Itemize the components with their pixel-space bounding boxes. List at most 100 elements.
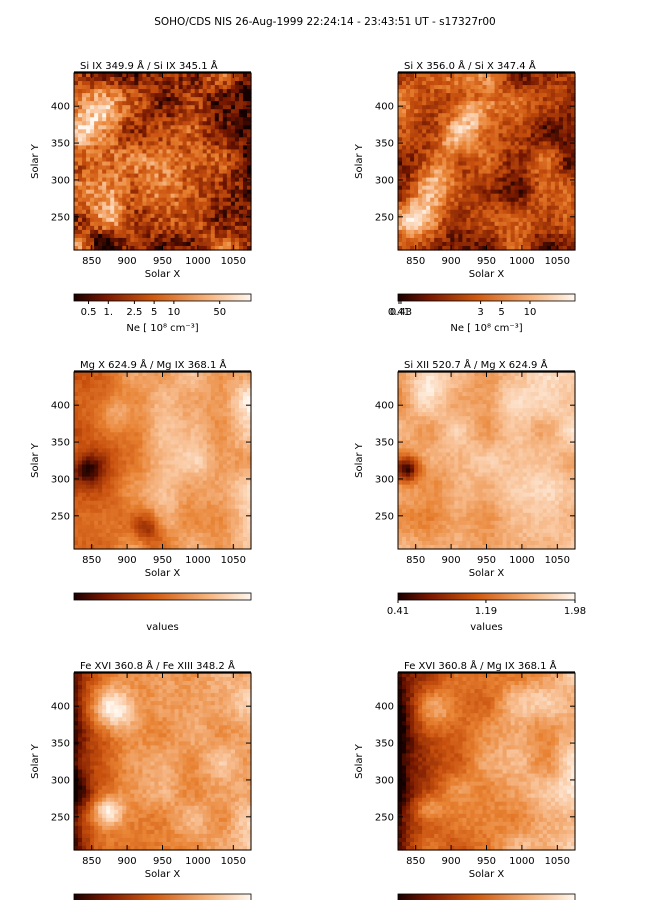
colorbar-tick-label: 2.5 [126,307,142,318]
y-axis-label: Solar Y [30,143,41,179]
colorbar-label: Ne [ 10⁸ cm⁻³] [126,323,198,334]
y-tick-label: 400 [375,102,394,113]
colorbar-tick-label: 10 [168,307,181,318]
y-tick-label: 350 [375,139,394,150]
colorbar-tick-label: 1.19 [475,606,497,617]
x-axis-label: Solar X [469,869,505,880]
colorbar-tick-label: 0.41 [387,606,409,617]
y-tick-label: 300 [51,775,70,786]
colorbar-tick-label: 5 [151,307,157,318]
y-tick-label: 300 [375,175,394,186]
heatmap-image [398,73,576,251]
y-tick-label: 250 [375,511,394,522]
y-axis-label: Solar Y [354,743,365,779]
x-tick-label: 900 [442,555,461,566]
colorbar-tick-label: 1.98 [564,606,586,617]
x-tick-label: 950 [153,856,172,867]
y-tick-label: 350 [375,438,394,449]
y-tick-label: 400 [51,401,70,412]
y-tick-label: 250 [375,212,394,223]
y-axis-label: Solar Y [30,743,41,779]
panel-1: Si IX 349.9 Å / Si IX 345.1 Å 850 900 950 10… [30,59,252,334]
y-axis-label: Solar Y [354,442,365,478]
x-tick-label: 900 [442,256,461,267]
x-tick-label: 950 [153,256,172,267]
x-tick-label: 1000 [509,555,534,566]
heatmap-image [74,673,252,851]
colorbar-tick-label: 1. [104,307,114,318]
panel-6: Fe XVI 360.8 Å / Mg IX 368.1 Å 850 900 950 1… [354,659,576,900]
y-tick-label: 250 [51,812,70,823]
x-tick-label: 900 [118,555,137,566]
colorbar-tick-label: 0.43 [390,307,412,318]
colorbar-tick-label: 10 [524,307,537,318]
x-tick-label: 850 [82,256,101,267]
x-tick-label: 1050 [221,256,246,267]
y-tick-label: 300 [375,474,394,485]
y-axis-label: Solar Y [30,442,41,478]
y-tick-label: 350 [51,438,70,449]
y-tick-label: 300 [51,175,70,186]
y-tick-label: 400 [375,702,394,713]
colorbar [397,893,576,900]
x-tick-label: 900 [118,256,137,267]
x-tick-label: 850 [82,856,101,867]
colorbar: values [73,592,252,633]
colorbar-tick-label: 50 [213,307,226,318]
x-tick-label: 1000 [185,856,210,867]
colorbar-gradient [397,592,576,601]
panel-3: Mg X 624.9 Å / Mg IX 368.1 Å 850 900 950 100… [30,358,252,633]
x-tick-label: 850 [82,555,101,566]
x-tick-label: 850 [406,256,425,267]
x-tick-label: 950 [153,555,172,566]
panel-title: Fe XVI 360.8 Å / Mg IX 368.1 Å [404,659,557,672]
colorbar-tick-label: 3 [477,307,483,318]
panel-5: Fe XVI 360.8 Å / Fe XIII 348.2 Å 850 900 95… [30,659,252,900]
x-axis-label: Solar X [469,568,505,579]
colorbar-gradient [397,893,576,900]
x-axis-label: Solar X [145,869,181,880]
panel-title: Si IX 349.9 Å / Si IX 345.1 Å [80,59,218,72]
colorbar-tick-label: 5 [498,307,504,318]
x-tick-label: 1050 [545,555,570,566]
y-tick-label: 350 [51,139,70,150]
x-tick-label: 1050 [545,856,570,867]
colorbar-gradient [397,293,576,302]
x-tick-label: 1000 [509,256,534,267]
x-tick-label: 850 [406,555,425,566]
x-tick-label: 1050 [221,555,246,566]
x-tick-label: 950 [477,555,496,566]
colorbar-label: values [470,622,503,633]
x-tick-label: 1000 [185,555,210,566]
panel-title: Mg X 624.9 Å / Mg IX 368.1 Å [80,358,226,371]
y-tick-label: 250 [51,511,70,522]
colorbar-gradient [73,293,252,302]
y-tick-label: 400 [51,102,70,113]
x-tick-label: 1050 [545,256,570,267]
x-tick-label: 900 [442,856,461,867]
colorbar-label: values [146,622,179,633]
colorbar-tick-label: 0.41 [388,307,410,318]
x-axis-label: Solar X [145,568,181,579]
y-tick-label: 300 [375,775,394,786]
y-tick-label: 350 [51,739,70,750]
panel-4: Si XII 520.7 Å / Mg X 624.9 Å 850 900 950 10… [354,358,586,633]
y-tick-label: 400 [51,702,70,713]
colorbar-gradient [73,893,252,900]
x-axis-label: Solar X [469,269,505,280]
y-axis-label: Solar Y [354,143,365,179]
panel-title: Fe XVI 360.8 Å / Fe XIII 348.2 Å [80,659,235,672]
heatmap-image [398,372,576,550]
heatmap-image [74,73,252,251]
panel-title: Si X 356.0 Å / Si X 347.4 Å [404,59,536,72]
panel-2: Si X 356.0 Å / Si X 347.4 Å 850 900 950 1000… [354,59,576,334]
x-tick-label: 1000 [509,856,534,867]
x-axis-label: Solar X [145,269,181,280]
colorbar-gradient [73,592,252,601]
x-tick-label: 950 [477,856,496,867]
y-tick-label: 400 [375,401,394,412]
figure-title: SOHO/CDS NIS 26-Aug-1999 22:24:14 - 23:4… [154,16,496,28]
colorbar-tick-label: 0.5 [81,307,97,318]
